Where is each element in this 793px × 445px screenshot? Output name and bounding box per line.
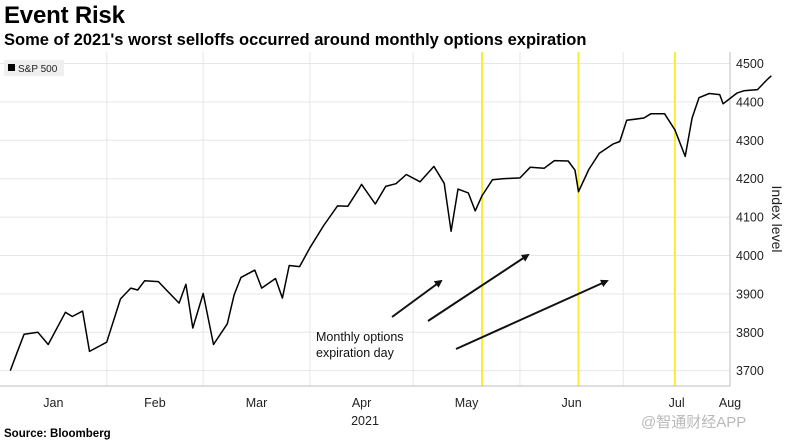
x-tick-label-mar: Mar [246,396,268,410]
y-tick-label-3700: 3700 [736,364,764,378]
annotation-arrow-2 [427,253,530,322]
annotation-arrows [391,253,609,350]
annotation: Monthly options expiration day [316,253,609,360]
x-tick-label-jan: Jan [43,396,63,410]
expiration-lines [481,52,676,386]
y-tick-label-4500: 4500 [736,57,764,71]
x-tick-label-jun: Jun [562,396,582,410]
x-tick-label-aug: Aug [719,396,741,410]
legend-swatch [8,64,15,71]
horizontal-gridlines [0,63,730,372]
chart-subtitle: Some of 2021's worst selloffs occurred a… [4,31,587,49]
source-note: Source: Bloomberg [4,428,111,440]
plot-background [0,52,730,386]
x-axis-label: 2021 [351,414,379,428]
x-tick-label-apr: Apr [352,396,371,410]
x-tick-label-may: May [455,396,479,410]
y-tick-label-4200: 4200 [736,172,764,186]
x-tick-labels: Jan Feb Mar Apr May Jun Jul Aug [43,396,741,410]
y-tick-labels: 3700 3800 3900 4000 4100 4200 4300 4400 4500 [736,57,764,378]
annotation-arrow-3 [455,279,609,350]
legend-label-sp500: S&P 500 [18,64,58,75]
y-axis-label: Index level [769,186,785,253]
x-tick-label-feb: Feb [144,396,166,410]
y-tick-label-4100: 4100 [736,211,764,225]
y-tick-label-4000: 4000 [736,249,764,263]
legend: S&P 500 [4,60,64,76]
annotation-line-1: Monthly options [316,330,404,344]
x-tick-label-jul: Jul [669,396,685,410]
series-line-sp500 [9,75,772,371]
y-tick-label-3800: 3800 [736,326,764,340]
y-tick-label-4300: 4300 [736,134,764,148]
annotation-line-2: expiration day [316,346,395,360]
y-tick-label-3900: 3900 [736,287,764,301]
annotation-arrow-1 [391,279,443,318]
legend-box [4,60,64,76]
y-tick-label-4400: 4400 [736,95,764,109]
watermark: @智通财经APP [641,414,747,431]
chart-title: Event Risk [4,2,125,29]
